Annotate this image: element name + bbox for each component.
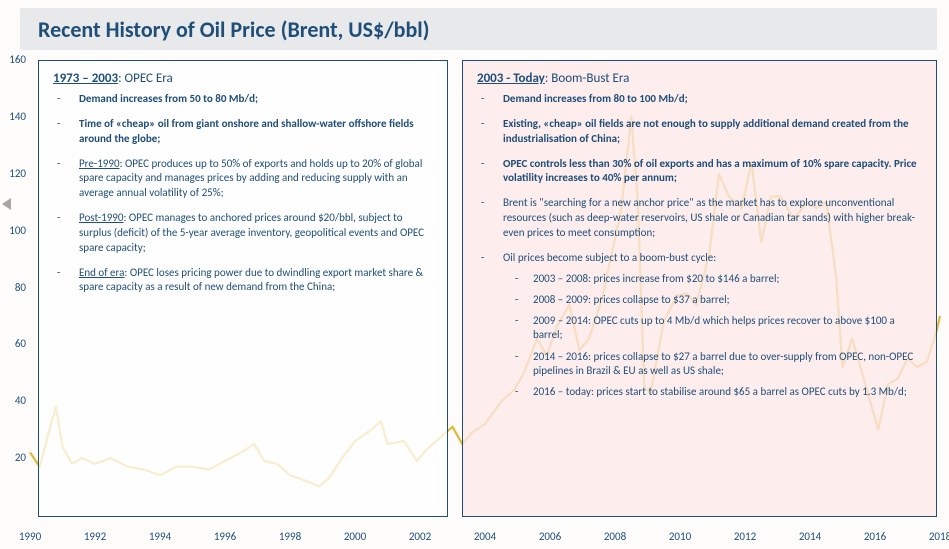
era-years: 1973 – 2003 [53, 71, 118, 86]
bullet-item: Pre-1990: OPEC produces up to 50% of exp… [67, 157, 435, 202]
sub-bullet-item: 2009 – 2014: OPEC cuts up to 4 Mb/d whic… [523, 314, 924, 343]
bullets-right: Demand increases from 80 to 100 Mb/d; Exi… [477, 92, 924, 400]
x-axis-tick: 2016 [855, 530, 895, 543]
x-axis-tick: 1994 [140, 530, 180, 543]
y-axis-tick: 120 [0, 167, 26, 180]
bullet-item: Post-1990: OPEC manages to anchored pric… [67, 211, 435, 256]
x-axis-tick: 2004 [465, 530, 505, 543]
x-axis-tick: 2002 [400, 530, 440, 543]
panel-boombust-era: 2003 - Today: Boom-Bust Era Demand incre… [462, 60, 937, 517]
x-axis-tick: 2008 [595, 530, 635, 543]
y-axis-tick: 100 [0, 224, 26, 237]
era-name: Boom-Bust Era [551, 71, 629, 86]
bullet-item: Existing, «cheap» oil fields are not eno… [491, 117, 924, 147]
sub-bullet-item: 2008 – 2009: prices collapse to $37 a ba… [523, 293, 924, 307]
arrow-120-icon [2, 198, 11, 210]
x-axis-tick: 2012 [725, 530, 765, 543]
bullet-item: Time of «cheap» oil from giant onshore a… [67, 117, 435, 147]
bullet-item: OPEC controls less than 30% of oil expor… [491, 157, 924, 187]
x-axis-tick: 2000 [335, 530, 375, 543]
era-title-right: 2003 - Today: Boom-Bust Era [477, 71, 924, 86]
y-axis-tick: 40 [0, 394, 26, 407]
y-axis-tick: 160 [0, 53, 26, 66]
sub-bullet-item: 2003 – 2008: prices increase from $20 to… [523, 272, 924, 286]
x-axis-tick: 1998 [270, 530, 310, 543]
y-axis-tick: 80 [0, 281, 26, 294]
x-axis-tick: 2014 [790, 530, 830, 543]
y-axis-tick: 60 [0, 337, 26, 350]
sub-bullet-item: 2016 – today: prices start to stabilise … [523, 385, 924, 399]
title-bar: Recent History of Oil Price (Brent, US$/… [20, 8, 937, 50]
bullet-item: Demand increases from 80 to 100 Mb/d; [491, 92, 924, 107]
page-title: Recent History of Oil Price (Brent, US$/… [38, 16, 430, 43]
x-axis-tick: 2010 [660, 530, 700, 543]
bullet-item: Demand increases from 50 to 80 Mb/d; [67, 92, 435, 107]
bullet-item: Oil prices become subject to a boom-bust… [491, 251, 924, 400]
bullets-left: Demand increases from 50 to 80 Mb/d; Time… [53, 92, 435, 295]
y-axis-tick: 20 [0, 451, 26, 464]
sub-bullet-item: 2014 – 2016: prices collapse to $27 a ba… [523, 350, 924, 379]
x-axis-tick: 1992 [75, 530, 115, 543]
slide-root: Recent History of Oil Price (Brent, US$/… [0, 0, 949, 549]
x-axis-tick: 2006 [530, 530, 570, 543]
y-axis-tick: 140 [0, 110, 26, 123]
era-title-left: 1973 – 2003: OPEC Era [53, 71, 435, 86]
bullet-item: Brent is "searching for a new anchor pri… [491, 196, 924, 241]
era-name: OPEC Era [125, 71, 173, 86]
x-axis-tick: 1990 [10, 530, 50, 543]
bullet-item: End of era: OPEC loses pricing power due… [67, 266, 435, 296]
x-axis-tick: 1996 [205, 530, 245, 543]
x-axis-tick: 2018 [920, 530, 949, 543]
era-years: 2003 - Today [477, 71, 545, 86]
sub-bullets: 2003 – 2008: prices increase from $20 to… [503, 272, 924, 400]
panel-opec-era: 1973 – 2003: OPEC Era Demand increases f… [38, 60, 448, 517]
